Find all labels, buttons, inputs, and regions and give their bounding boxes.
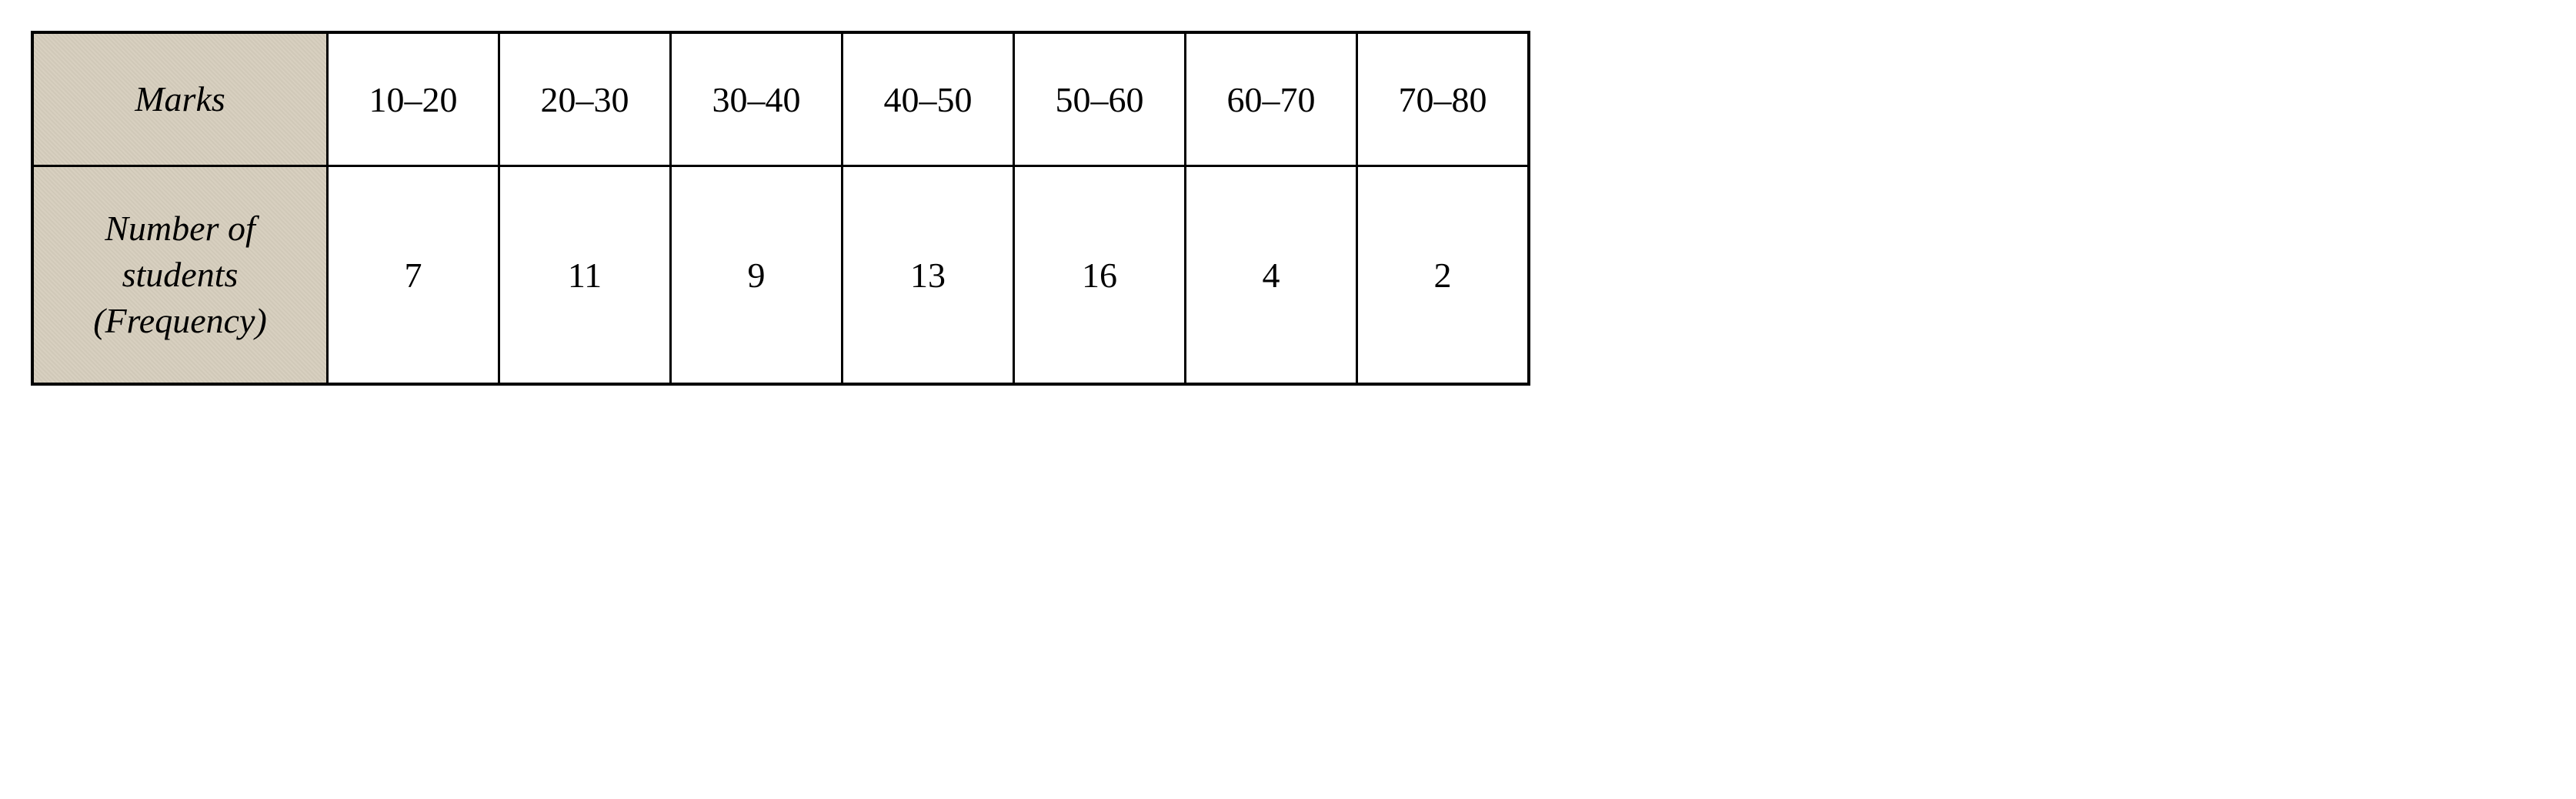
frequency-cell-0: 7 bbox=[328, 166, 499, 385]
table-row-marks: Marks 10–20 20–30 30–40 40–50 50–60 60–7… bbox=[32, 32, 1529, 166]
marks-cell-5: 60–70 bbox=[1186, 32, 1357, 166]
frequency-cell-4: 16 bbox=[1014, 166, 1186, 385]
frequency-cell-6: 2 bbox=[1357, 166, 1530, 385]
frequency-cell-5: 4 bbox=[1186, 166, 1357, 385]
table-row-frequency: Number of students (Frequency) 7 11 9 13… bbox=[32, 166, 1529, 385]
marks-label: Marks bbox=[135, 79, 225, 119]
frequency-cell-3: 13 bbox=[843, 166, 1014, 385]
marks-cell-0: 10–20 bbox=[328, 32, 499, 166]
frequency-label-line2: students bbox=[34, 252, 326, 298]
marks-cell-1: 20–30 bbox=[499, 32, 671, 166]
frequency-cell-2: 9 bbox=[671, 166, 843, 385]
row-header-frequency: Number of students (Frequency) bbox=[32, 166, 328, 385]
frequency-label-line3: (Frequency) bbox=[34, 298, 326, 344]
marks-cell-2: 30–40 bbox=[671, 32, 843, 166]
frequency-label-line1: Number of bbox=[34, 206, 326, 252]
frequency-cell-1: 11 bbox=[499, 166, 671, 385]
frequency-label: Number of students (Frequency) bbox=[34, 206, 326, 343]
marks-cell-6: 70–80 bbox=[1357, 32, 1530, 166]
row-header-marks: Marks bbox=[32, 32, 328, 166]
frequency-table: Marks 10–20 20–30 30–40 40–50 50–60 60–7… bbox=[31, 31, 1530, 386]
frequency-table-container: Marks 10–20 20–30 30–40 40–50 50–60 60–7… bbox=[31, 31, 1530, 386]
marks-cell-3: 40–50 bbox=[843, 32, 1014, 166]
marks-cell-4: 50–60 bbox=[1014, 32, 1186, 166]
